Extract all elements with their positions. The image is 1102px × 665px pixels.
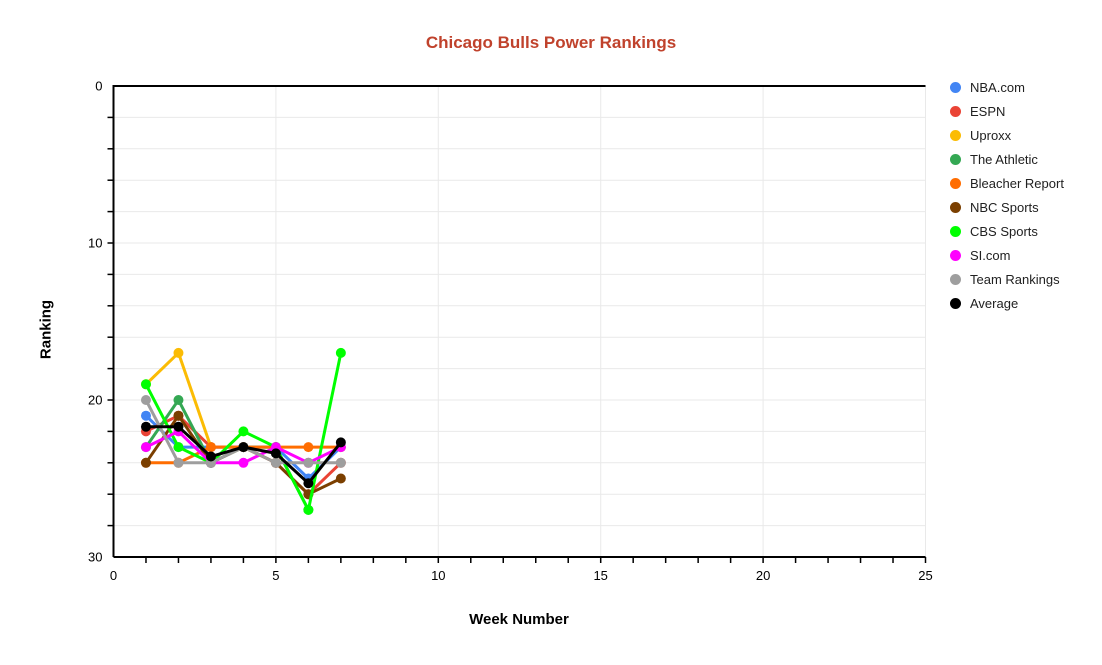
data-point-the-athletic: [173, 395, 184, 405]
data-point-uproxx: [173, 347, 184, 358]
legend-swatch-icon: [950, 201, 961, 213]
legend-swatch-icon: [950, 153, 961, 165]
data-point-team-rankings: [335, 457, 346, 468]
legend-item-cbs-sports: CBS Sports: [950, 219, 1064, 243]
legend-item-nba-com: NBA.com: [950, 75, 1064, 99]
legend-item-espn: ESPN: [950, 99, 1064, 123]
x-tick-label: 0: [110, 568, 117, 583]
data-point-bleacher-report: [205, 442, 216, 453]
data-point-team-rankings: [270, 457, 281, 468]
y-tick-label: 10: [88, 236, 102, 251]
x-tick-label: 10: [431, 568, 445, 583]
data-point-bleacher-report: [303, 442, 314, 453]
y-tick-label: 30: [88, 550, 102, 565]
legend-item-uproxx: Uproxx: [950, 123, 1064, 147]
data-point-cbs-sports: [335, 347, 346, 358]
data-point-cbs-sports: [140, 379, 151, 390]
legend-label: Team Rankings: [970, 271, 1060, 287]
legend-label: Uproxx: [970, 127, 1012, 143]
legend-label: NBA.com: [970, 79, 1025, 95]
legend-label: Average: [970, 295, 1019, 311]
data-point-nbc-sports: [140, 457, 151, 468]
data-point-nbc-sports: [335, 473, 346, 484]
legend-item-the-athletic: The Athletic: [950, 147, 1064, 171]
legend-item-team-rankings: Team Rankings: [950, 267, 1064, 291]
data-point-team-rankings: [140, 395, 151, 405]
legend-swatch-icon: [950, 297, 961, 309]
data-point-cbs-sports: [238, 426, 249, 437]
data-point-cbs-sports: [173, 442, 184, 453]
data-point-si-com: [238, 457, 249, 468]
legend-label: SI.com: [970, 247, 1011, 263]
chart-legend: NBA.com ESPN Uproxx The Athletic Bleacher Re…: [950, 75, 1064, 315]
data-point-nbc-sports: [173, 410, 184, 421]
data-point-team-rankings: [303, 457, 314, 468]
legend-label: ESPN: [970, 103, 1006, 119]
data-point-average: [270, 448, 281, 459]
legend-item-bleacher-report: Bleacher Report: [950, 171, 1064, 195]
data-point-average: [205, 451, 216, 462]
data-point-average: [238, 442, 249, 453]
legend-swatch-icon: [950, 105, 961, 117]
legend-label: Bleacher Report: [970, 175, 1064, 191]
legend-swatch-icon: [950, 249, 961, 261]
data-point-team-rankings: [173, 457, 184, 468]
x-tick-label: 25: [918, 568, 932, 583]
legend-swatch-icon: [950, 177, 961, 189]
legend-item-average: Average: [950, 291, 1064, 315]
legend-label: The Athletic: [970, 151, 1038, 167]
legend-swatch-icon: [950, 273, 961, 285]
x-tick-label: 20: [756, 568, 770, 583]
x-tick-label: 5: [272, 568, 279, 583]
data-point-average: [173, 421, 184, 432]
chart-title: Chicago Bulls Power Rankings: [425, 33, 677, 52]
y-tick-label: 20: [88, 393, 102, 408]
y-tick-label: 0: [95, 79, 102, 94]
legend-label: CBS Sports: [970, 223, 1038, 239]
legend-item-si-com: SI.com: [950, 243, 1064, 267]
legend-swatch-icon: [950, 81, 961, 93]
legend-label: NBC Sports: [970, 199, 1039, 215]
y-axis-title: Ranking: [37, 299, 55, 360]
legend-swatch-icon: [950, 129, 961, 141]
data-point-average: [335, 437, 346, 448]
data-point-average: [303, 478, 314, 489]
legend-item-nbc-sports: NBC Sports: [950, 195, 1064, 219]
x-axis-title: Week Number: [469, 611, 569, 628]
data-point-average: [140, 421, 151, 432]
data-point-nba-com: [140, 410, 151, 421]
data-point-si-com: [140, 442, 151, 453]
x-tick-label: 15: [593, 568, 607, 583]
data-point-cbs-sports: [303, 504, 314, 515]
legend-swatch-icon: [950, 225, 961, 237]
